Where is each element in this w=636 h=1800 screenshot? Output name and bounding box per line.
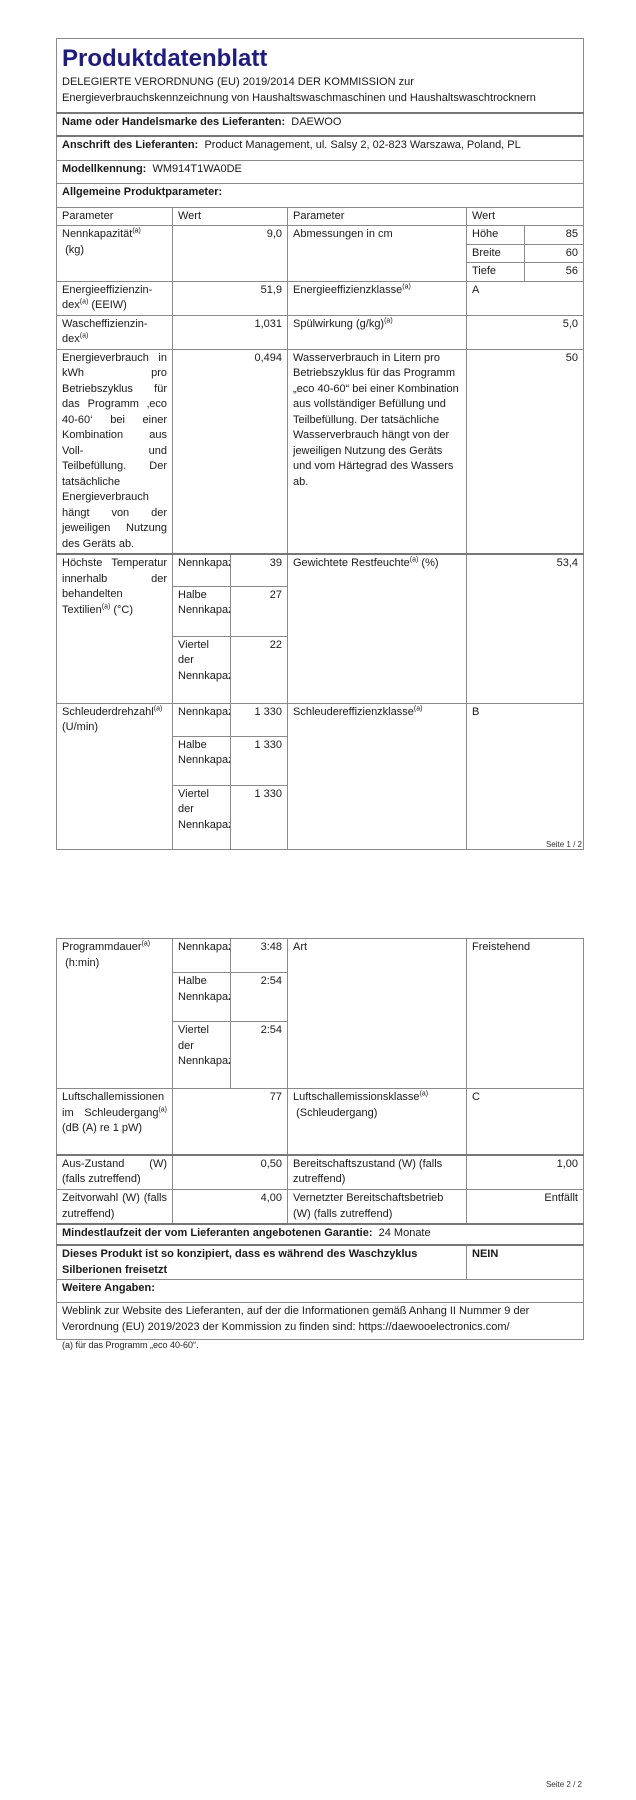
col-header-wert-2: Wert: [465, 206, 585, 226]
width-label: Breite: [466, 243, 525, 263]
regulation-subtitle: DELEGIERTE VERORDNUNG (EU) 2019/2014 DER…: [62, 76, 536, 104]
eei-value: 51,9: [172, 280, 288, 316]
weblink-text: Weblink zur Website des Lieferanten, auf…: [56, 1302, 584, 1340]
noise-class-value: C: [466, 1088, 584, 1155]
moisture-label: Gewichtete Restfeuchte(a) (%): [287, 553, 467, 704]
model-id: Modellkennung: WM914T1WA0DE: [55, 159, 585, 184]
height-label: Höhe: [466, 225, 525, 245]
spin-class-label: Schleudereffizienzklasse(a): [287, 702, 467, 850]
page-number-1: Seite 1 / 2: [545, 840, 582, 849]
eei-class-value: A: [465, 280, 585, 316]
col-header-parameter: Parameter: [56, 206, 173, 226]
duration-half-value: 2:54: [230, 972, 288, 1022]
duration-quarter-label: Viertel der Nennkapazität: [172, 1021, 231, 1089]
noise-label: Luftschallemissionen im Schleudergang(a)…: [56, 1088, 173, 1155]
noise-value: 77: [172, 1088, 288, 1155]
spin-full-value: 1 330: [230, 702, 288, 737]
dimensions-label: Abmessungen in cm: [287, 225, 467, 282]
spin-speed-label: Schleuderdrehzahl(a) (U/min): [56, 702, 173, 850]
spin-quarter-value: 1 330: [230, 784, 288, 850]
networked-label: Vernetzter Bereitschaftsbetrieb (W) (fal…: [287, 1189, 467, 1225]
temp-half-label: Halbe Nennkapazität: [172, 585, 231, 637]
off-label: Aus-Zustand (W) (falls zutreffend): [56, 1153, 173, 1190]
standby-value: 1,00: [466, 1153, 584, 1190]
spin-half-label: Halbe Nennkapazität: [172, 735, 231, 786]
silver-ions-label: Dieses Produkt ist so konzipiert, dass e…: [56, 1244, 467, 1280]
more-info-heading: Weitere Angaben:: [56, 1279, 584, 1303]
noise-class-label: Luftschallemissionsklasse(a) (Schleuderg…: [287, 1088, 467, 1155]
temp-full-value: 39: [230, 553, 288, 587]
temp-quarter-label: Viertel der Nennkapazität: [172, 635, 231, 704]
type-label: Art: [287, 938, 467, 1089]
temp-full-label: Nennkapazität: [172, 553, 231, 587]
temp-half-value: 27: [230, 585, 288, 637]
temp-quarter-value: 22: [230, 635, 288, 704]
duration-full-value: 3:48: [230, 938, 288, 973]
eei-class-label: Energieeffizienzklasse(a): [287, 280, 467, 316]
temperature-label: Höchste Temperatur innerhalb der behande…: [56, 553, 173, 704]
supplier-name: Name oder Handelsmarke des Lieferanten: …: [55, 112, 585, 137]
rinse-label: Spülwirkung (g/kg)(a): [287, 314, 467, 350]
spin-class-value: B: [465, 702, 585, 850]
standby-label: Bereitschaftszustand (W) (falls zutreffe…: [287, 1153, 467, 1190]
page-title: Produktdatenblatt: [62, 45, 268, 72]
networked-value: Entfällt: [466, 1189, 584, 1225]
duration-full-label: Nennkapazität: [172, 938, 231, 973]
col-header-wert: Wert: [172, 206, 288, 226]
capacity-value: 9,0: [172, 225, 288, 282]
duration-label: Programmdauer(a) (h:min): [56, 938, 173, 1089]
rinse-value: 5,0: [465, 314, 585, 350]
spin-quarter-label: Viertel der Nennkapazität: [172, 784, 231, 850]
duration-quarter-value: 2:54: [230, 1021, 288, 1089]
footnote: (a) für das Programm „eco 40-60“.: [62, 1340, 199, 1350]
off-value: 0,50: [172, 1153, 288, 1190]
width-value: 60: [523, 243, 585, 263]
wash-index-label: Wascheffizienzin-dex(a): [56, 314, 173, 350]
moisture-value: 53,4: [465, 553, 585, 704]
energy-value: 0,494: [172, 348, 288, 555]
general-parameters-heading: Allgemeine Produktparameter:: [55, 182, 585, 208]
delay-label: Zeitvorwahl (W) (falls zutreffend): [56, 1189, 173, 1225]
height-value: 85: [523, 225, 585, 245]
wash-index-value: 1,031: [172, 314, 288, 350]
warranty: Mindestlaufzeit der vom Lieferanten ange…: [56, 1223, 584, 1246]
type-value: Freistehend: [466, 938, 584, 1089]
depth-value: 56: [523, 262, 585, 282]
energy-label: Energieverbrauch in kWh pro Betriebszykl…: [56, 348, 173, 555]
col-header-parameter-2: Parameter: [287, 206, 467, 226]
datasheet-page-1: Produktdatenblatt DELEGIERTE VERORDNUNG …: [55, 38, 585, 850]
page-number-2: Seite 2 / 2: [545, 1780, 582, 1789]
water-value: 50: [465, 348, 585, 555]
eei-label: Energieeffizienzin-dex(a) (EEIW): [56, 280, 173, 316]
capacity-label: Nennkapazität(a) (kg): [56, 225, 173, 282]
delay-value: 4,00: [172, 1189, 288, 1225]
duration-half-label: Halbe Nennkapazität: [172, 972, 231, 1022]
supplier-address: Anschrift des Lieferanten: Product Manag…: [55, 135, 585, 161]
spin-full-label: Nennkapazität: [172, 702, 231, 737]
spin-half-value: 1 330: [230, 735, 288, 786]
depth-label: Tiefe: [466, 262, 525, 282]
silver-ions-value: NEIN: [466, 1244, 584, 1280]
water-label: Wasserverbrauch in Litern pro Betriebszy…: [287, 348, 467, 555]
datasheet-page-2: Programmdauer(a) (h:min) Nennkapazität 3…: [56, 938, 584, 1340]
